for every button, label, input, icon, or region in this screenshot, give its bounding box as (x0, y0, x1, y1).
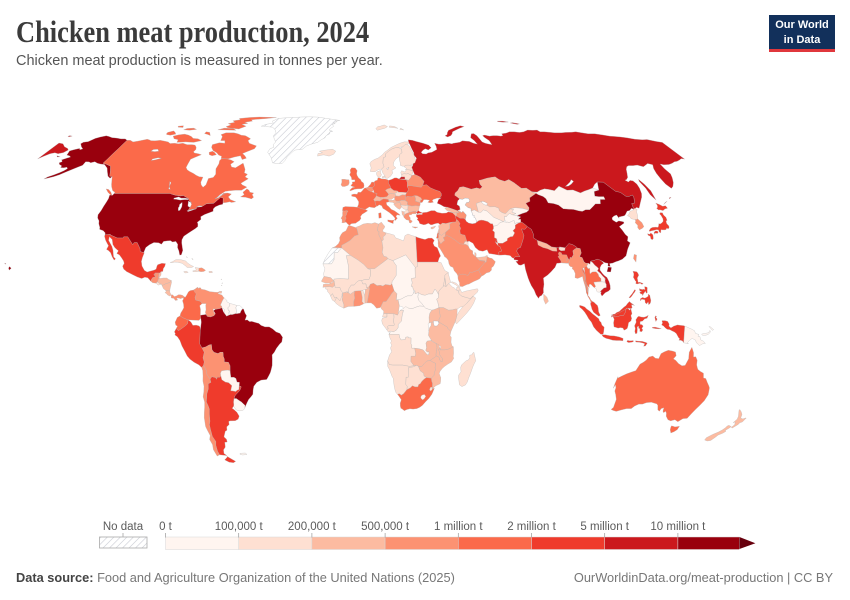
svg-text:200,000 t: 200,000 t (288, 521, 337, 533)
svg-text:1 million t: 1 million t (434, 521, 483, 533)
svg-text:5 million t: 5 million t (580, 521, 629, 533)
svg-text:No data: No data (103, 521, 144, 533)
svg-text:100,000 t: 100,000 t (215, 521, 264, 533)
svg-text:2 million t: 2 million t (507, 521, 556, 533)
svg-text:500,000 t: 500,000 t (361, 521, 410, 533)
svg-text:10 million t: 10 million t (650, 521, 706, 533)
svg-text:0 t: 0 t (159, 521, 173, 533)
